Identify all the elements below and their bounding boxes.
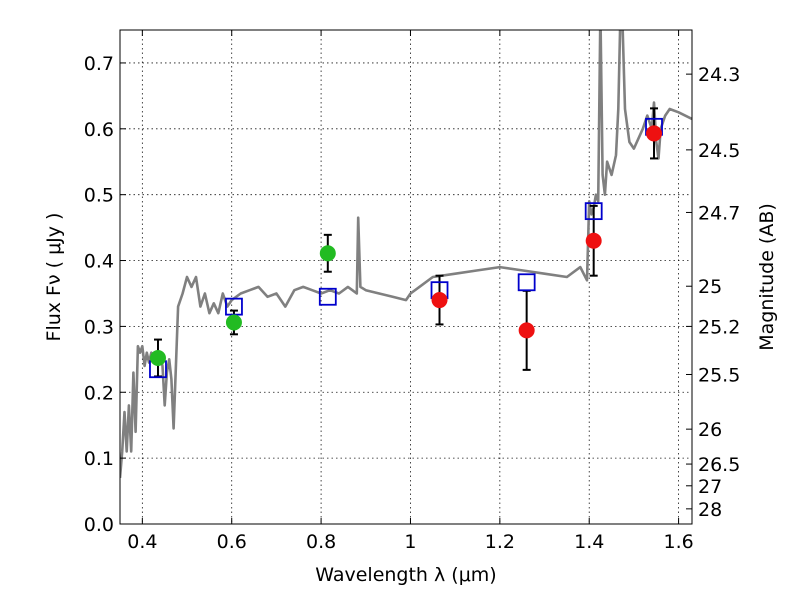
observed-flux-markers (149, 125, 663, 367)
flux-point (431, 292, 448, 309)
flux-point (225, 314, 242, 331)
y2-tick-label: 26.5 (698, 454, 740, 476)
y-tick-label: 0.5 (84, 185, 114, 207)
y-tick-labels: 0.0 0.1 0.2 0.3 0.4 0.5 0.6 0.7 (84, 53, 114, 536)
y-axis-label: Flux Fν ( μJy ) (43, 213, 65, 342)
grid (120, 30, 692, 525)
spectrum-series (120, 30, 692, 479)
x-tick-label: 1.4 (574, 531, 604, 553)
model-flux-square (318, 287, 337, 306)
x-tick-labels: 0.4 0.6 0.8 1 1.2 1.4 1.6 (127, 531, 693, 553)
y-tick-label: 0.7 (84, 53, 114, 75)
x-axis-label: Wavelength λ (μm) (315, 564, 496, 586)
flux-point (585, 232, 602, 249)
x-tick-label: 1 (404, 531, 416, 553)
flux-point (518, 322, 535, 339)
y2-tick-label: 24.7 (698, 202, 740, 224)
y-tick-label: 0.6 (84, 119, 114, 141)
y2-tick-label: 25.5 (698, 364, 740, 386)
x-tick-label: 1.2 (485, 531, 515, 553)
flux-point (149, 350, 166, 367)
model-flux-markers (149, 117, 663, 379)
model-flux-square (517, 273, 536, 292)
x-tick-label: 1.6 (663, 531, 693, 553)
x-tick-label: 0.8 (306, 531, 336, 553)
y2-tick-label: 26 (698, 419, 722, 441)
flux-point (319, 245, 336, 262)
y2-tick-label: 24.3 (698, 64, 740, 86)
y-tick-label: 0.2 (84, 382, 114, 404)
y-tick-label: 0.0 (84, 514, 114, 536)
y2-tick-label: 27 (698, 476, 722, 498)
plot-frame (119, 29, 693, 525)
flux-point (646, 125, 663, 142)
y2-tick-label: 24.5 (698, 140, 740, 162)
y2-tick-label: 25.2 (698, 316, 740, 338)
model-flux-square (584, 202, 603, 221)
y2-tick-label: 28 (698, 499, 722, 521)
x-tick-label: 0.4 (127, 531, 157, 553)
y-tick-label: 0.3 (84, 316, 114, 338)
error-bars (153, 107, 659, 378)
x-tick-label: 0.6 (217, 531, 247, 553)
axis-ticks (120, 30, 692, 525)
y-tick-label: 0.1 (84, 448, 114, 470)
y2-tick-label: 25 (698, 276, 722, 298)
y-tick-label: 0.4 (84, 251, 114, 273)
spectrum-line (120, 30, 692, 479)
y2-axis-label: Magnitude (AB) (756, 203, 778, 351)
